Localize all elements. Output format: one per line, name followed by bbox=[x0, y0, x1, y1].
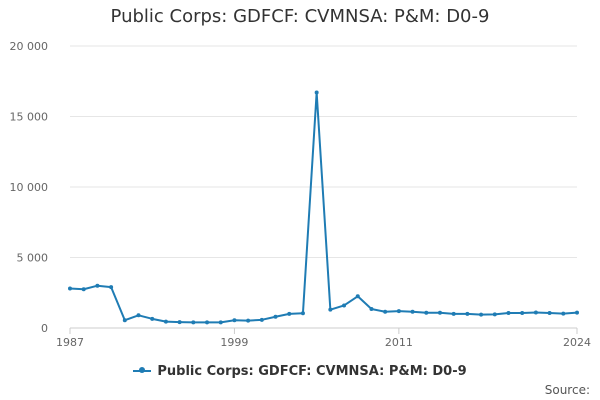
data-point[interactable] bbox=[561, 311, 566, 316]
x-axis bbox=[69, 327, 578, 334]
data-point[interactable] bbox=[342, 303, 347, 308]
y-tick-label: 20 000 bbox=[10, 40, 49, 53]
data-point[interactable] bbox=[533, 310, 538, 315]
data-point[interactable] bbox=[410, 309, 415, 314]
data-point[interactable] bbox=[314, 90, 319, 95]
data-point[interactable] bbox=[259, 317, 264, 322]
data-point[interactable] bbox=[369, 306, 374, 311]
data-point[interactable] bbox=[520, 311, 525, 316]
data-point[interactable] bbox=[109, 285, 114, 290]
data-point[interactable] bbox=[437, 310, 442, 315]
data-point[interactable] bbox=[95, 283, 100, 288]
source-label: Source: bbox=[544, 383, 590, 397]
data-point[interactable] bbox=[150, 316, 155, 321]
x-tick-label: 2024 bbox=[563, 336, 591, 349]
data-point[interactable] bbox=[81, 287, 86, 292]
data-point[interactable] bbox=[232, 318, 237, 323]
series-line bbox=[69, 91, 578, 324]
x-axis-tick-labels: 1987 1999 2011 2024 bbox=[56, 336, 591, 349]
data-point[interactable] bbox=[479, 312, 484, 317]
data-point[interactable] bbox=[575, 310, 579, 315]
data-point[interactable] bbox=[300, 311, 305, 316]
data-point[interactable] bbox=[506, 311, 511, 316]
data-point[interactable] bbox=[246, 318, 251, 323]
y-tick-label: 5 000 bbox=[17, 252, 49, 265]
series-line-layer bbox=[68, 90, 579, 325]
data-point[interactable] bbox=[424, 310, 429, 315]
x-tick-label: 1987 bbox=[56, 336, 84, 349]
data-point[interactable] bbox=[383, 309, 388, 314]
data-point[interactable] bbox=[451, 311, 456, 316]
data-point[interactable] bbox=[492, 312, 497, 317]
data-point[interactable] bbox=[465, 311, 470, 316]
y-tick-label: 15 000 bbox=[10, 111, 49, 124]
data-point[interactable] bbox=[163, 319, 168, 324]
y-axis-tick-labels: 0 5 000 10 000 15 000 20 000 bbox=[10, 40, 49, 335]
legend-series-marker bbox=[133, 366, 152, 373]
data-point[interactable] bbox=[273, 314, 278, 319]
data-point[interactable] bbox=[177, 320, 182, 325]
data-point[interactable] bbox=[355, 294, 360, 299]
x-tick-label: 2011 bbox=[385, 336, 413, 349]
data-point[interactable] bbox=[396, 309, 401, 314]
data-point[interactable] bbox=[68, 286, 72, 291]
data-point[interactable] bbox=[287, 311, 292, 316]
y-tick-label: 10 000 bbox=[10, 181, 49, 194]
data-point[interactable] bbox=[122, 318, 127, 323]
x-tick-label: 1999 bbox=[220, 336, 248, 349]
legend-series-label: Public Corps: GDFCF: CVMNSA: P&M: D0-9 bbox=[157, 364, 467, 379]
gridlines bbox=[70, 45, 577, 258]
data-point[interactable] bbox=[191, 320, 196, 325]
legend[interactable]: Public Corps: GDFCF: CVMNSA: P&M: D0-9 bbox=[0, 364, 600, 379]
chart-title: Public Corps: GDFCF: CVMNSA: P&M: D0-9 bbox=[110, 6, 490, 27]
data-point[interactable] bbox=[547, 311, 552, 316]
data-point[interactable] bbox=[136, 313, 141, 318]
data-point[interactable] bbox=[205, 320, 210, 325]
data-point[interactable] bbox=[218, 320, 223, 325]
y-tick-label: 0 bbox=[41, 322, 48, 335]
data-point[interactable] bbox=[328, 307, 333, 312]
